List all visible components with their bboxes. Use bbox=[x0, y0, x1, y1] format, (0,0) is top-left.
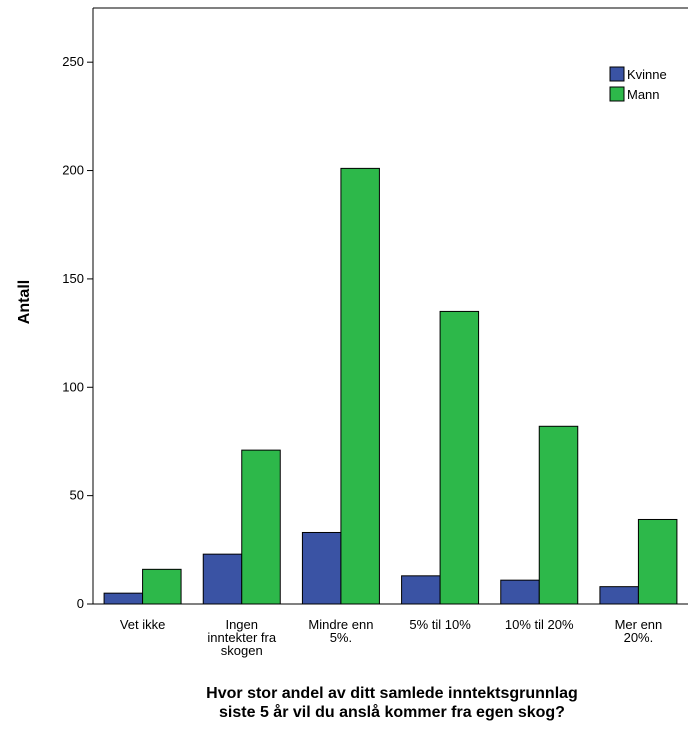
y-tick-label: 150 bbox=[62, 271, 84, 286]
y-tick-label: 100 bbox=[62, 379, 84, 394]
legend-label-mann: Mann bbox=[627, 87, 660, 102]
legend: Kvinne Mann bbox=[609, 66, 667, 102]
bar-kvinne-5 bbox=[599, 586, 639, 605]
x-axis-label-line-2: siste 5 år vil du anslå kommer fra egen … bbox=[219, 703, 565, 721]
bar-mann-1 bbox=[241, 449, 281, 605]
bar-kvinne-2 bbox=[301, 531, 342, 605]
legend-swatch-mann bbox=[609, 86, 625, 102]
x-category-label: skogen bbox=[221, 643, 263, 658]
bar-mann-3 bbox=[439, 310, 480, 605]
bar-kvinne-3 bbox=[401, 575, 441, 605]
bar-mann-5 bbox=[637, 518, 678, 605]
bar-kvinne-0 bbox=[103, 592, 144, 605]
bar-kvinne-4 bbox=[500, 579, 540, 605]
y-tick-label: 0 bbox=[77, 596, 84, 611]
bar-kvinne-1 bbox=[202, 553, 243, 605]
x-category-label: 10% til 20% bbox=[505, 617, 574, 632]
x-category-label: 5%. bbox=[330, 630, 352, 645]
y-axis-label: Antall bbox=[16, 280, 33, 324]
x-category-label: Mindre enn bbox=[308, 617, 373, 632]
bars bbox=[103, 167, 678, 605]
legend-label-kvinne: Kvinne bbox=[627, 67, 667, 82]
axes bbox=[92, 7, 688, 605]
bar-mann-0 bbox=[142, 568, 182, 605]
y-tick-label: 250 bbox=[62, 54, 84, 69]
bar-mann-4 bbox=[538, 425, 579, 605]
x-category-label: Vet ikke bbox=[120, 617, 166, 632]
y-ticks: 0 50 100 150 200 250 bbox=[62, 54, 93, 611]
x-category-label: Ingen bbox=[225, 617, 258, 632]
y-tick-label: 200 bbox=[62, 163, 84, 178]
x-category-label: Mer enn bbox=[615, 617, 663, 632]
bar-mann-2 bbox=[340, 167, 380, 605]
x-axis-label-line-1: Hvor stor andel av ditt samlede inntekts… bbox=[206, 685, 578, 702]
x-category-label: 20%. bbox=[624, 630, 654, 645]
y-tick-label: 50 bbox=[70, 488, 84, 503]
x-category-label: 5% til 10% bbox=[409, 617, 471, 632]
legend-swatch-kvinne bbox=[609, 66, 625, 82]
x-category-label: inntekter fra bbox=[207, 630, 276, 645]
